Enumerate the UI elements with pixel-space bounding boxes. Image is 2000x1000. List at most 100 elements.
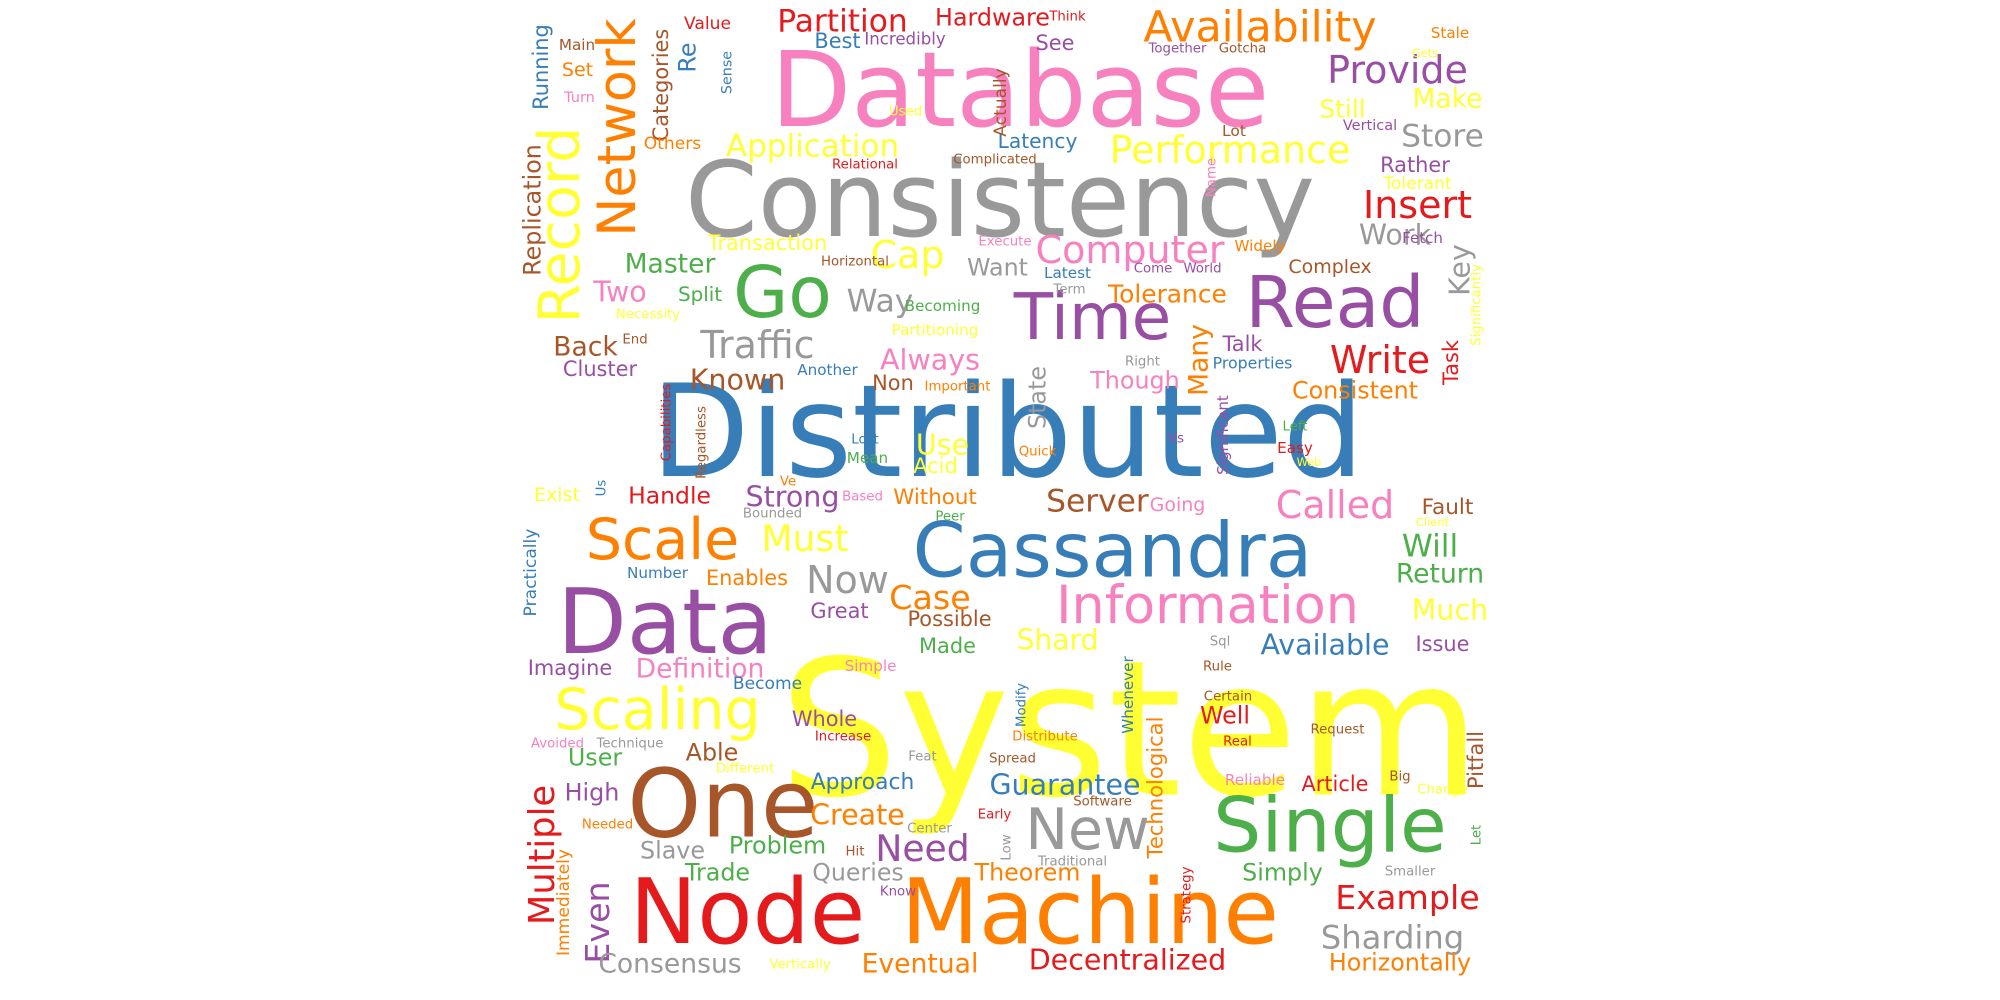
word-make: Make [1412,84,1482,115]
word-many: Many [1184,324,1215,396]
word-complicated: Complicated [953,153,1037,168]
word-complex: Complex [1288,256,1371,278]
word-incredibly: Incredibly [864,30,945,49]
word-left: Left [1282,420,1307,435]
word-state: State [1024,366,1052,429]
word-talk: Talk [1221,332,1263,356]
word-available: Available [1260,629,1389,662]
word-traffic: Traffic [699,323,814,367]
word-create: Create [810,799,905,832]
word-though: Though [1089,367,1179,395]
word-increase: Increase [815,730,871,745]
word-application: Application [726,129,899,165]
word-made: Made [919,634,976,658]
word-work: Work [1359,219,1432,252]
word-lost: Lost [851,433,878,448]
word-use: Use [916,429,969,462]
word-web: Web [1297,455,1322,469]
word-insert: Insert [1363,183,1472,227]
word-distribute: Distribute [1012,730,1078,745]
word-others: Others [644,134,702,154]
word-problem: Problem [729,832,826,860]
word-performance: Performance [1110,128,1351,172]
word-best: Best [814,29,860,53]
word-record: Record [527,127,593,324]
word-big: Big [1389,770,1410,785]
word-database: Database [771,29,1270,151]
word-vertical: Vertical [1343,118,1397,134]
word-sql: Sql [1210,635,1231,650]
word-value: Value [684,14,731,34]
word-transaction: Transaction [707,231,828,255]
word-practically: Practically [521,529,541,617]
word-reliable: Reliable [1225,771,1285,789]
word-running: Running [529,24,553,110]
word-simply: Simply [1242,859,1323,887]
word-rather: Rather [1380,153,1450,177]
word-distributed: Distributed [651,358,1364,507]
word-significantly: Significantly [1470,264,1485,346]
word-task: Task [1439,339,1463,386]
word-always: Always [880,344,980,377]
word-main: Main [559,36,595,54]
word-vs: Vs [1168,432,1184,447]
word-end: End [622,333,647,348]
word-split: Split [678,283,722,306]
word-server: Server [1046,484,1149,520]
word-case: Case [889,578,971,617]
word-strategy: Strategy [1180,866,1195,923]
word-two: Two [592,276,646,309]
word-certain: Certain [1204,690,1252,705]
word-fetch: Fetch [1402,229,1443,247]
word-well: Well [1200,702,1250,730]
word-article: Article [1301,772,1368,796]
word-significant: Significant [1214,395,1232,475]
word-system: System [779,621,1481,840]
word-execute: Execute [978,235,1031,250]
word-exist: Exist [534,484,580,506]
word-enables: Enables [706,566,788,590]
word-want: Want [967,254,1028,282]
word-cluster: Cluster [563,357,638,381]
word-slave: Slave [640,837,705,865]
word-smaller: Smaller [1385,865,1436,880]
word-technique: Technique [596,737,664,752]
word-latency: Latency [998,129,1078,153]
word-simple: Simple [845,657,897,675]
word-together: Together [1148,42,1207,57]
word-cassandra: Cassandra [913,506,1313,595]
word-become: Become [733,674,802,694]
word-back: Back [553,332,618,363]
word-way: Way [847,284,914,320]
word-widely: Widely [1234,237,1285,255]
word-categories: Categories [649,29,673,142]
word-without: Without [893,485,977,510]
word-properties: Properties [1213,354,1293,373]
word-scaling: Scaling [554,677,760,743]
word-able: Able [686,739,739,767]
word-user: User [568,744,622,772]
word-time: Time [1013,280,1172,355]
word-vertically: Vertically [769,958,830,973]
word-now: Now [806,558,889,602]
word-hardware: Hardware [935,4,1050,32]
word-us: Us [595,480,610,497]
word-known: Known [690,364,786,397]
word-right: Right [1125,355,1160,370]
word-think: Think [1048,10,1086,25]
word-horizontally: Horizontally [1329,949,1471,977]
word-queries: Queries [812,859,903,887]
word-client: Client [1416,515,1450,529]
word-decentralized: Decentralized [1029,944,1227,977]
word-example: Example [1335,878,1479,917]
word-quick: Quick [1019,445,1057,460]
word-cap: Cap [871,233,945,277]
word-based: Based [842,490,883,505]
word-change: Change [1417,783,1468,798]
word-avoided: Avoided [531,737,584,752]
word-will: Will [1402,529,1458,565]
word-even: Even [578,881,617,963]
word-non: Non [872,371,914,395]
word-term: Term [1052,283,1085,298]
word-trade: Trade [684,859,750,887]
